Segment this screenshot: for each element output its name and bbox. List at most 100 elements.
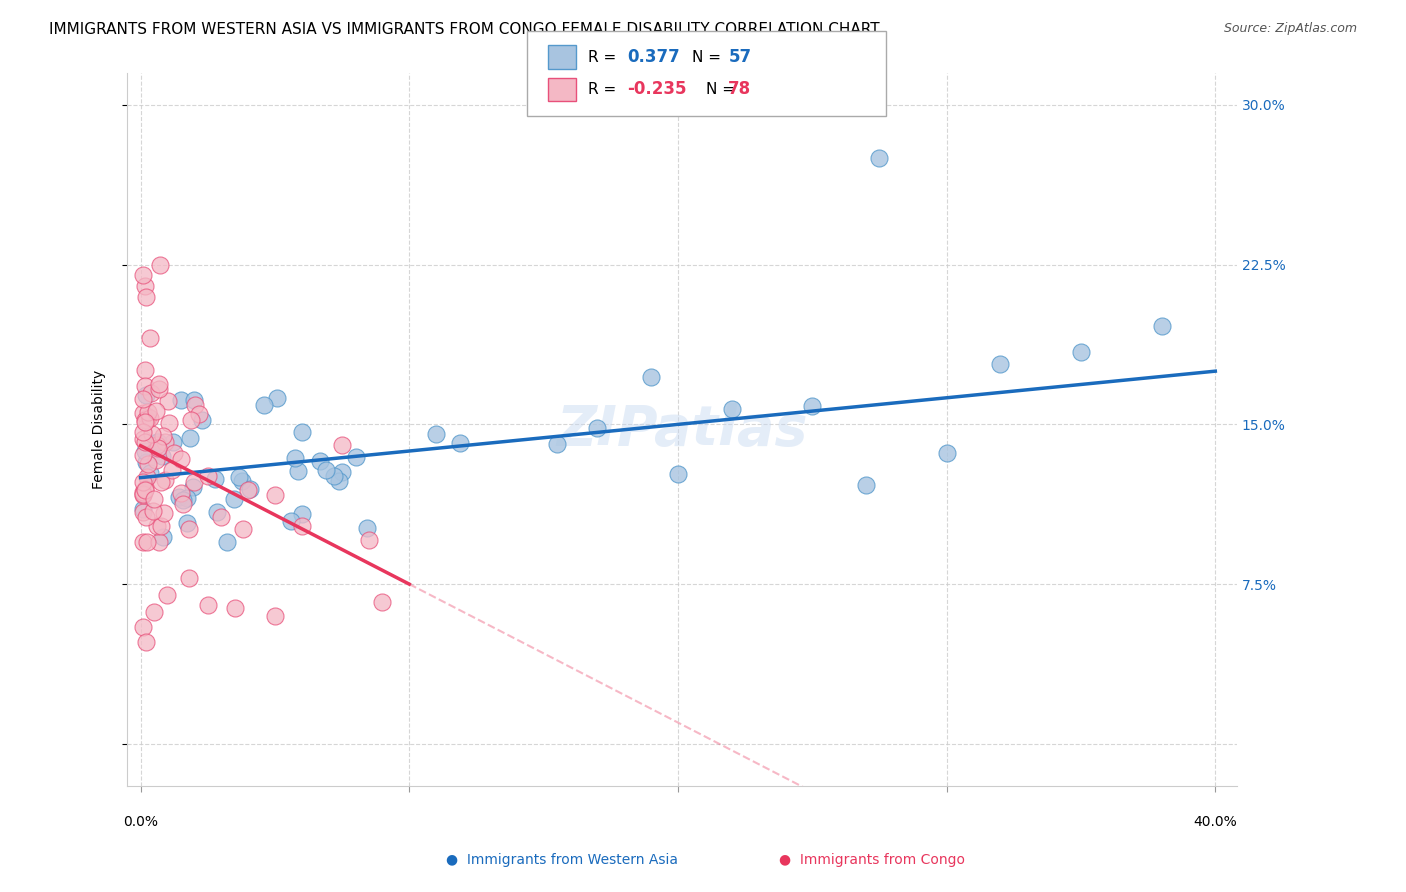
Point bbox=[146, 438, 169, 452]
Text: 0.377: 0.377 bbox=[627, 48, 681, 66]
Point bbox=[205, 505, 228, 519]
Point bbox=[145, 404, 167, 418]
Point bbox=[134, 416, 156, 430]
Point bbox=[150, 449, 173, 463]
Point bbox=[134, 483, 156, 498]
Point bbox=[136, 470, 159, 484]
Point bbox=[425, 427, 447, 442]
Point bbox=[183, 392, 205, 407]
Text: 78: 78 bbox=[728, 80, 751, 98]
Point bbox=[136, 404, 159, 418]
Point bbox=[323, 469, 346, 483]
Point bbox=[152, 530, 174, 544]
Point bbox=[177, 522, 200, 536]
Point bbox=[172, 497, 194, 511]
Point bbox=[169, 490, 191, 504]
Point bbox=[135, 634, 157, 648]
Point bbox=[157, 416, 180, 430]
Point bbox=[156, 394, 179, 409]
Point bbox=[204, 472, 226, 486]
Point bbox=[149, 518, 172, 533]
Point bbox=[236, 483, 259, 498]
Point bbox=[148, 382, 170, 396]
Point bbox=[231, 474, 253, 488]
Point bbox=[356, 521, 378, 535]
Point bbox=[172, 493, 194, 508]
Point bbox=[139, 467, 162, 481]
Text: 57: 57 bbox=[728, 48, 751, 66]
Point bbox=[135, 510, 157, 524]
Point bbox=[177, 571, 200, 585]
Point bbox=[153, 473, 176, 487]
Point bbox=[141, 426, 163, 441]
Point bbox=[142, 504, 165, 518]
Point bbox=[666, 467, 689, 482]
Point bbox=[344, 450, 367, 464]
Point bbox=[546, 437, 568, 451]
Point bbox=[148, 434, 170, 449]
Text: Source: ZipAtlas.com: Source: ZipAtlas.com bbox=[1223, 22, 1357, 36]
Point bbox=[134, 435, 156, 450]
Point bbox=[132, 475, 155, 489]
Point bbox=[132, 505, 155, 519]
Point bbox=[291, 518, 314, 533]
Point bbox=[284, 451, 307, 466]
Point bbox=[134, 279, 156, 293]
Point bbox=[183, 475, 205, 490]
Point bbox=[586, 421, 609, 435]
Point bbox=[134, 413, 156, 427]
Point bbox=[184, 399, 207, 413]
Point bbox=[132, 392, 155, 407]
Point bbox=[132, 485, 155, 500]
Point bbox=[148, 534, 170, 549]
Text: R =: R = bbox=[588, 50, 621, 64]
Point bbox=[239, 482, 262, 496]
Point bbox=[135, 534, 157, 549]
Y-axis label: Female Disability: Female Disability bbox=[93, 370, 107, 490]
Point bbox=[197, 468, 219, 483]
Point bbox=[134, 483, 156, 497]
Text: ●  Immigrants from Western Asia: ● Immigrants from Western Asia bbox=[446, 853, 679, 867]
Point bbox=[149, 258, 172, 272]
Point bbox=[1150, 318, 1173, 333]
Point bbox=[150, 475, 173, 490]
Point bbox=[222, 491, 245, 506]
Point bbox=[228, 470, 250, 484]
Point bbox=[170, 452, 193, 467]
Point bbox=[215, 534, 238, 549]
Point bbox=[935, 446, 957, 460]
Point bbox=[148, 377, 170, 392]
Text: ZIPatlas: ZIPatlas bbox=[557, 402, 807, 457]
Point bbox=[309, 454, 332, 468]
Text: 40.0%: 40.0% bbox=[1194, 815, 1237, 829]
Point bbox=[266, 392, 288, 406]
Point bbox=[176, 491, 198, 505]
Point bbox=[134, 363, 156, 377]
Point bbox=[135, 412, 157, 426]
Point bbox=[720, 401, 742, 416]
Point bbox=[160, 463, 183, 477]
Point bbox=[156, 588, 179, 602]
Text: IMMIGRANTS FROM WESTERN ASIA VS IMMIGRANTS FROM CONGO FEMALE DISABILITY CORRELAT: IMMIGRANTS FROM WESTERN ASIA VS IMMIGRAN… bbox=[49, 22, 880, 37]
Point bbox=[143, 605, 166, 619]
Point bbox=[145, 453, 167, 467]
Text: R =: R = bbox=[588, 82, 621, 96]
Point bbox=[315, 463, 337, 477]
Point bbox=[869, 151, 891, 165]
Point bbox=[132, 448, 155, 462]
Text: -0.235: -0.235 bbox=[627, 80, 686, 98]
Point bbox=[132, 432, 155, 446]
Point bbox=[253, 398, 276, 412]
Point bbox=[176, 516, 198, 530]
Point bbox=[163, 446, 186, 460]
Point bbox=[179, 431, 201, 445]
Point bbox=[136, 410, 159, 425]
Point bbox=[1070, 344, 1092, 359]
Point bbox=[132, 487, 155, 501]
Point bbox=[801, 399, 824, 413]
Point bbox=[449, 436, 471, 450]
Point bbox=[132, 406, 155, 420]
Point bbox=[135, 388, 157, 402]
Point bbox=[280, 514, 302, 528]
Point bbox=[264, 609, 287, 624]
